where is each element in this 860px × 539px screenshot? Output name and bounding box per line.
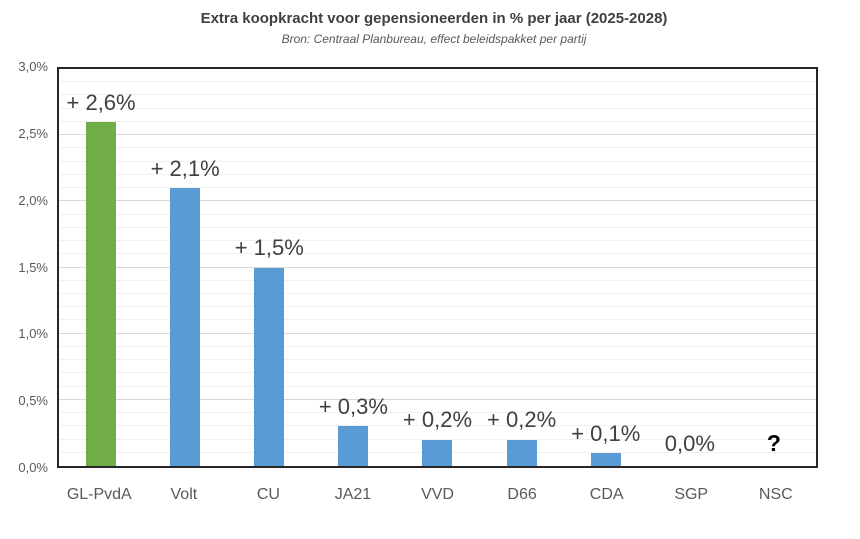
bar-slot-ja21: + 0,3% xyxy=(311,69,395,466)
bar-slot-volt: + 2,1% xyxy=(143,69,227,466)
bar-slot-cda: + 0,1% xyxy=(564,69,648,466)
x-tick-label-volt: Volt xyxy=(170,486,198,503)
minor-gridline xyxy=(59,240,816,242)
minor-gridline xyxy=(59,292,816,294)
minor-gridline xyxy=(59,120,816,122)
minor-gridline xyxy=(59,173,816,175)
bar-slot-d66: + 0,2% xyxy=(480,69,564,466)
bar-slot-sgp: 0,0% xyxy=(648,69,732,466)
y-tick-label: 1,5% xyxy=(18,259,48,275)
y-tick-label: 2,5% xyxy=(18,125,48,141)
data-label-vvd: + 0,2% xyxy=(402,407,473,433)
minor-gridline xyxy=(59,107,816,109)
minor-gridline xyxy=(59,160,816,162)
x-axis-labels: GL-PvdA Volt CU JA21 VVD D66 CDA SGP NSC xyxy=(57,486,818,504)
x-tick-label-cda: CDA xyxy=(589,486,624,503)
minor-gridline xyxy=(59,213,816,215)
bar-slot-cu: + 1,5% xyxy=(227,69,311,466)
minor-gridline xyxy=(59,359,816,361)
y-axis-labels: 3,0% 2,5% 2,0% 1,5% 1,0% 0,5% 0,0% xyxy=(0,59,48,475)
minor-gridline xyxy=(59,81,816,83)
bar-ja21 xyxy=(338,426,369,466)
minor-gridline xyxy=(59,226,816,228)
x-tick-label-d66: D66 xyxy=(507,486,537,503)
minor-gridline xyxy=(59,385,816,387)
data-label-volt: + 2,1% xyxy=(150,155,220,181)
x-tick-label-vvd: VVD xyxy=(421,486,454,503)
minor-gridline xyxy=(59,372,816,374)
plot-area: + 2,6% + 2,1% + 1,5% + 0,3% + 0,2% + 0,2% + 0,… xyxy=(57,67,818,468)
question-mark-label: ? xyxy=(766,429,781,456)
bar-d66 xyxy=(506,439,537,466)
y-tick-label: 2,0% xyxy=(18,192,48,208)
x-tick-label-cu: CU xyxy=(256,486,280,503)
major-gridline xyxy=(59,332,816,334)
bar-gl-pvda xyxy=(86,121,117,466)
data-label-cu: + 1,5% xyxy=(234,235,304,261)
data-label-ja21: + 0,3% xyxy=(318,394,388,420)
minor-gridline xyxy=(59,438,816,440)
y-tick-label: 3,0% xyxy=(18,59,48,74)
data-label-sgp: 0,0% xyxy=(664,430,715,456)
minor-gridline xyxy=(59,94,816,96)
y-tick-label: 0,0% xyxy=(18,460,48,475)
bar-slot-vvd: + 0,2% xyxy=(395,69,479,466)
major-gridline xyxy=(59,398,816,400)
data-label-gl-pvda: + 2,6% xyxy=(66,89,136,115)
data-label-d66: + 0,2% xyxy=(487,407,557,433)
x-tick-label-nsc: NSC xyxy=(758,486,793,503)
minor-gridline xyxy=(59,345,816,347)
y-tick-label: 0,5% xyxy=(18,393,48,409)
bar-slot-gl-pvda: + 2,6% xyxy=(59,69,143,466)
bar-slot-nsc: ? xyxy=(732,69,816,466)
major-gridline xyxy=(59,200,816,202)
bar-vvd xyxy=(422,439,453,466)
bar-cu xyxy=(254,267,285,466)
major-gridline xyxy=(59,266,816,268)
chart-title: Extra koopkracht voor gepensioneerden in… xyxy=(200,10,668,27)
minor-gridline xyxy=(59,187,816,189)
minor-gridline xyxy=(59,319,816,321)
x-tick-label-sgp: SGP xyxy=(674,486,709,503)
major-gridline xyxy=(59,134,816,136)
bar-cda xyxy=(590,452,621,466)
minor-gridline xyxy=(59,412,816,414)
minor-gridline xyxy=(59,306,816,308)
chart-subtitle: Bron: Centraal Planbureau, effect beleid… xyxy=(281,32,587,46)
bars-layer: + 2,6% + 2,1% + 1,5% + 0,3% + 0,2% + 0,2% + 0,… xyxy=(59,69,816,466)
minor-gridline xyxy=(59,253,816,255)
minor-gridline xyxy=(59,147,816,149)
x-tick-label-gl-pvda: GL-PvdA xyxy=(66,486,132,503)
x-tick-label-ja21: JA21 xyxy=(334,486,372,503)
y-tick-label: 1,0% xyxy=(18,326,48,342)
data-label-cda: + 0,1% xyxy=(571,420,641,446)
minor-gridline xyxy=(59,279,816,281)
minor-gridline xyxy=(59,425,816,427)
bar-volt xyxy=(170,188,201,466)
